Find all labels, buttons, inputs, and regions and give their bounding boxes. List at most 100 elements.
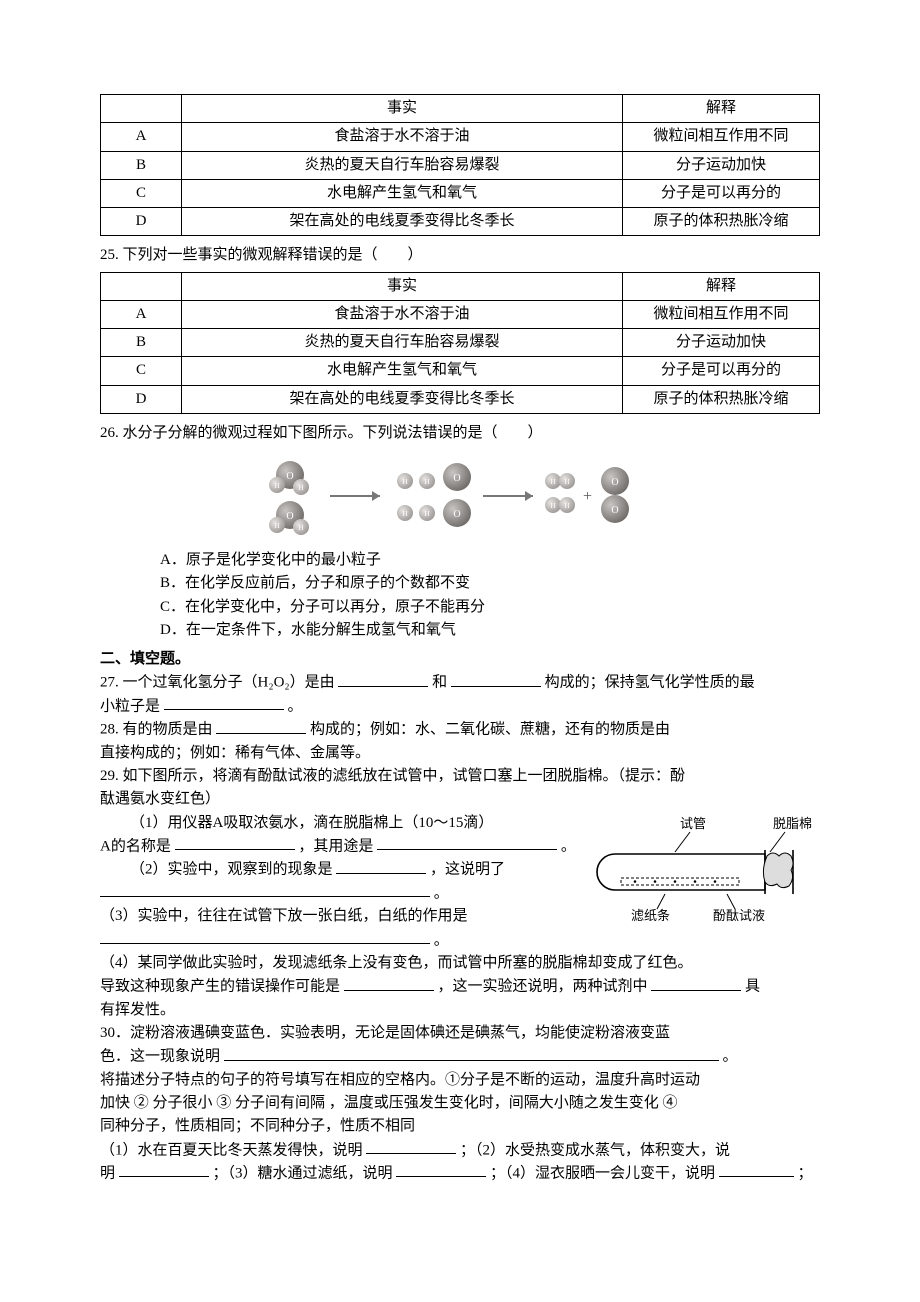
q28-text: 28. 有的物质是由 <box>100 722 213 738</box>
row-label: C <box>101 357 182 385</box>
table-row: C 水电解产生氢气和氧气 分子是可以再分的 <box>101 357 820 385</box>
blank <box>451 671 541 686</box>
header-blank <box>101 95 182 123</box>
q30-line3: 将描述分子特点的句子的符号填写在相应的空格内。①分子是不断的运动，温度升高时运动 <box>100 1069 820 1092</box>
header-expl: 解释 <box>623 95 820 123</box>
table-row: A 食盐溶于水不溶于油 微粒间相互作用不同 <box>101 123 820 151</box>
table-row: C 水电解产生氢气和氧气 分子是可以再分的 <box>101 179 820 207</box>
table-row: A 食盐溶于水不溶于油 微粒间相互作用不同 <box>101 300 820 328</box>
q27-text: 和 <box>432 675 447 691</box>
row-label: A <box>101 300 182 328</box>
row-label: B <box>101 329 182 357</box>
facts-table-2: 事实 解释 A 食盐溶于水不溶于油 微粒间相互作用不同 B 炎热的夏天自行车胎容… <box>100 272 820 414</box>
blank <box>175 835 295 850</box>
q29-text: 具 <box>745 979 760 995</box>
svg-text:+: + <box>583 488 592 505</box>
question-28-line2: 直接构成的；例如：稀有气体、金属等。 <box>100 742 820 765</box>
facts-table-1: 事实 解释 A 食盐溶于水不溶于油 微粒间相互作用不同 B 炎热的夏天自行车胎容… <box>100 94 820 236</box>
table-row: 事实 解释 <box>101 272 820 300</box>
svg-text:O: O <box>453 473 460 484</box>
svg-text:O: O <box>286 511 293 522</box>
blank <box>100 929 430 944</box>
row-expl: 分子是可以再分的 <box>623 357 820 385</box>
q28-text: 构成的；例如：水、二氧化碳、蔗糖，还有的物质是由 <box>310 722 670 738</box>
q29-text: ，其用途是 <box>298 838 373 854</box>
q27-text: 。 <box>288 698 303 714</box>
blank <box>719 1162 794 1177</box>
row-fact: 炎热的夏天自行车胎容易爆裂 <box>182 151 623 179</box>
question-29-intro1: 29. 如下图所示，将滴有酚酞试液的滤纸放在试管中，试管口塞上一团脱脂棉。（提示… <box>100 765 820 788</box>
row-expl: 分子运动加快 <box>623 329 820 357</box>
question-29-intro2: 酞遇氨水变红色） <box>100 788 820 811</box>
svg-text:H: H <box>298 524 303 532</box>
row-label: C <box>101 179 182 207</box>
svg-text:H: H <box>564 478 569 486</box>
q27-text: 27. 一个过氧化氢分子（H₂O₂）是由 <box>100 675 335 691</box>
q27-text: 构成的；保持氢气化学性质的最 <box>545 675 755 691</box>
q30-line4: 加快 ② 分子很小 ③ 分子间有间隔 ，温度或压强发生变化时，间隔大小随之发生变… <box>100 1092 820 1115</box>
blank <box>366 1139 456 1154</box>
question-26: 26. 水分子分解的微观过程如下图所示。下列说法错误的是（ ） <box>100 422 820 445</box>
svg-text:试管: 试管 <box>680 816 706 831</box>
question-27-line1: 27. 一个过氧化氢分子（H₂O₂）是由 和 构成的；保持氢气化学性质的最 <box>100 671 820 695</box>
option-c: C．在化学变化中，分子可以再分，原子不能再分 <box>100 596 820 619</box>
row-fact: 炎热的夏天自行车胎容易爆裂 <box>182 329 623 357</box>
option-b: B．在化学反应前后，分子和原子的个数都不变 <box>100 572 820 595</box>
table-row: 事实 解释 <box>101 95 820 123</box>
svg-text:H: H <box>298 484 303 492</box>
q29-sub4b: 导致这种现象产生的错误操作可能是 ，这一实验还说明，两种试剂中 具 <box>100 975 820 999</box>
table-row: B 炎热的夏天自行车胎容易爆裂 分子运动加快 <box>101 151 820 179</box>
q30-text: 。 <box>723 1049 738 1065</box>
svg-text:H: H <box>550 502 555 510</box>
svg-text:O: O <box>611 505 618 516</box>
q29-sub3b: 。 <box>100 929 820 953</box>
q30-text: ；（3）糖水通过滤纸，说明 <box>213 1165 397 1181</box>
header-fact: 事实 <box>182 95 623 123</box>
row-expl: 微粒间相互作用不同 <box>623 300 820 328</box>
q30-text: （1）水在百夏天比冬天蒸发得快，说明 <box>100 1142 363 1158</box>
svg-text:O: O <box>611 477 618 488</box>
svg-text:H: H <box>424 510 429 518</box>
q30-line7: 明 ；（3）糖水通过滤纸，说明 ；（4）湿衣服晒一会儿变干，说明 ； <box>100 1162 820 1186</box>
row-expl: 原子的体积热胀冷缩 <box>623 208 820 236</box>
blank <box>336 858 426 873</box>
svg-text:O: O <box>453 509 460 520</box>
svg-text:O: O <box>286 471 293 482</box>
row-label: B <box>101 151 182 179</box>
option-d: D．在一定条件下，水能分解生成氢气和氧气 <box>100 619 820 642</box>
row-expl: 原子的体积热胀冷缩 <box>623 385 820 413</box>
option-a: A．原子是化学变化中的最小粒子 <box>100 549 820 572</box>
row-fact: 水电解产生氢气和氧气 <box>182 357 623 385</box>
svg-text:H: H <box>274 522 279 530</box>
q29-text: （2）实验中，观察到的现象是 <box>130 862 333 878</box>
blank <box>344 975 434 990</box>
blank <box>224 1045 719 1060</box>
svg-text:H: H <box>402 510 407 518</box>
header-blank <box>101 272 182 300</box>
svg-text:H: H <box>402 478 407 486</box>
blank <box>377 835 557 850</box>
q29-sub4c: 有挥发性。 <box>100 999 820 1022</box>
test-tube-diagram: 试管 脱脂棉 滤纸条 酚酞试液 <box>595 814 820 924</box>
row-label: D <box>101 385 182 413</box>
question-27-line2: 小粒子是 。 <box>100 695 820 719</box>
q29-text: 。 <box>434 932 449 948</box>
q30-text: ；（4）湿衣服晒一会儿变干，说明 <box>490 1165 719 1181</box>
row-fact: 水电解产生氢气和氧气 <box>182 179 623 207</box>
blank <box>651 975 741 990</box>
q29-sub4a: （4）某同学做此实验时，发现滤纸条上没有变色，而试管中所塞的脱脂棉却变成了红色。 <box>100 952 820 975</box>
row-label: A <box>101 123 182 151</box>
blank <box>216 718 306 733</box>
q30-line1: 30．淀粉溶液遇碘变蓝色．实验表明，无论是固体碘还是碘蒸气，均能使淀粉溶液变蓝 <box>100 1022 820 1045</box>
q29-text: 。 <box>561 838 576 854</box>
q30-line6: （1）水在百夏天比冬天蒸发得快，说明 ；（2）水受热变成水蒸气，体积变大，说 <box>100 1139 820 1163</box>
svg-text:脱脂棉: 脱脂棉 <box>773 816 812 831</box>
question-28-line1: 28. 有的物质是由 构成的；例如：水、二氧化碳、蔗糖，还有的物质是由 <box>100 718 820 742</box>
q30-line5: 同种分子，性质相同；不同种分子，性质不相同 <box>100 1115 820 1138</box>
table-row: D 架在高处的电线夏季变得比冬季长 原子的体积热胀冷缩 <box>101 385 820 413</box>
question-25: 25. 下列对一些事实的微观解释错误的是（ ） <box>100 244 820 267</box>
svg-text:滤纸条: 滤纸条 <box>631 908 670 923</box>
q29-text: 。 <box>434 885 449 901</box>
section-2-heading: 二、填空题。 <box>100 648 820 671</box>
q30-line2: 色．这一现象说明 。 <box>100 1045 820 1069</box>
